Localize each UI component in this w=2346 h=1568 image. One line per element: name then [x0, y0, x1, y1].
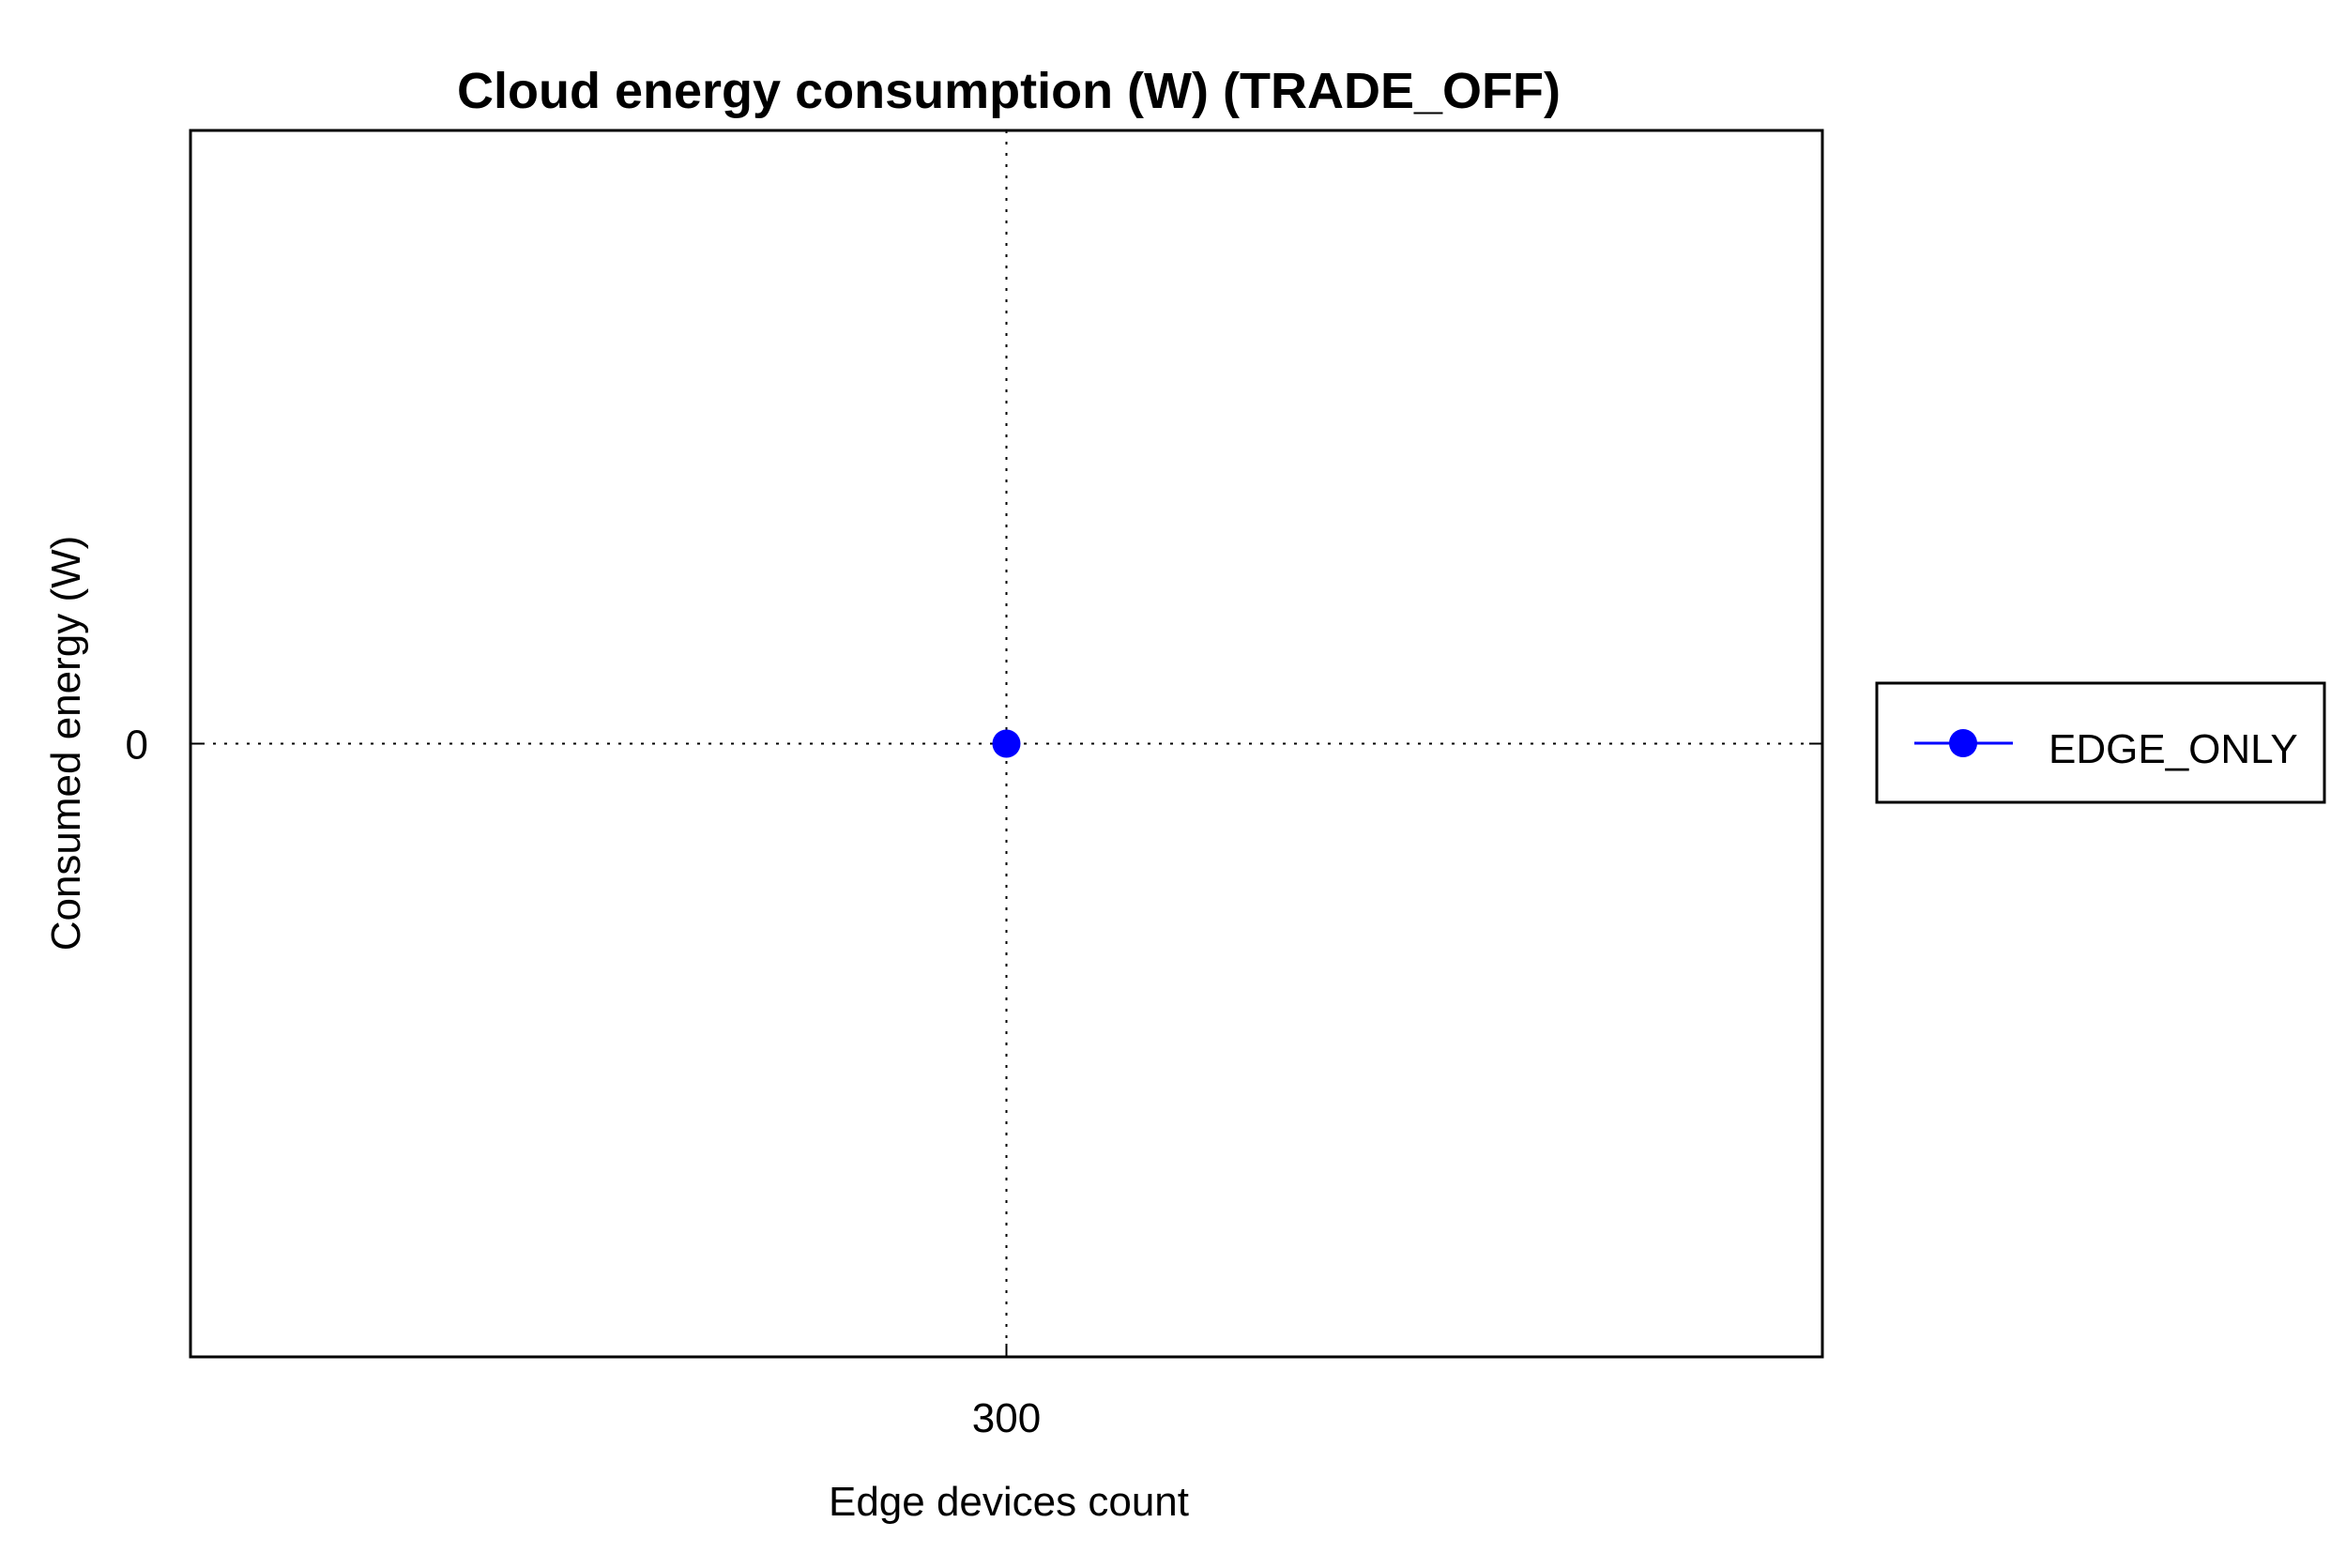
legend-marker-edge-only [1949, 729, 1977, 757]
y-tick-label: 0 [126, 723, 148, 769]
legend: EDGE_ONLY [1875, 681, 2326, 804]
legend-label-edge-only: EDGE_ONLY [2049, 726, 2298, 772]
data-point-edge-only [992, 729, 1021, 758]
x-axis-label: Edge devices count [829, 1479, 1189, 1525]
grid-layer [190, 130, 1822, 1357]
y-axis-label: Consumed energy (W) [43, 536, 89, 951]
chart-title: Cloud energy consumption (W) (TRADE_OFF) [457, 63, 1561, 119]
series-layer [992, 729, 1021, 758]
x-tick-label: 300 [972, 1395, 1041, 1441]
tick-layer: 300 0 [126, 723, 1822, 1441]
